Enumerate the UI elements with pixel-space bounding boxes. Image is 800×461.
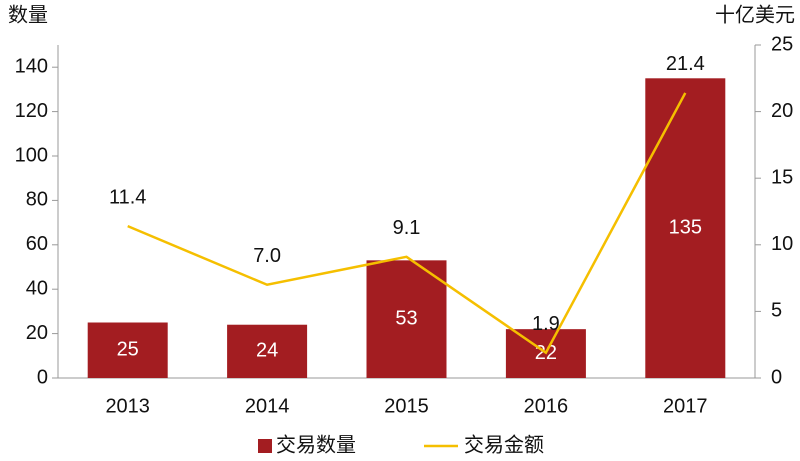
y-tick-label: 120 <box>15 100 48 122</box>
y-tick-label: 140 <box>15 55 48 77</box>
y-axis-title: 数量 <box>8 3 48 26</box>
line-value-label: 7.0 <box>253 245 281 267</box>
bar-value-label: 53 <box>395 307 417 329</box>
bar-value-label: 24 <box>256 340 278 362</box>
x-tick-label: 2016 <box>524 395 569 417</box>
bar <box>87 322 168 378</box>
line-value-label: 11.4 <box>109 186 146 208</box>
y2-tick-label: 25 <box>771 33 793 55</box>
y-tick-label: 60 <box>26 233 48 255</box>
y2-tick-label: 10 <box>771 233 793 255</box>
y-tick-label: 20 <box>26 322 48 344</box>
x-tick-label: 2013 <box>105 395 150 417</box>
x-tick-label: 2014 <box>245 395 290 417</box>
y-tick-label: 80 <box>26 189 48 211</box>
legend-label: 交易数量 <box>276 433 356 456</box>
y-tick-label: 0 <box>37 366 48 388</box>
line <box>127 92 687 355</box>
y2-axis-title: 十亿美元 <box>715 3 795 26</box>
y2-tick-label: 20 <box>771 100 793 122</box>
legend-swatch <box>258 439 272 453</box>
bar <box>645 78 726 379</box>
y-tick-label: 40 <box>26 277 48 299</box>
bar <box>366 260 447 378</box>
x-tick-label: 2017 <box>663 395 708 417</box>
line-value-label: 1.9 <box>532 313 560 335</box>
bar <box>227 324 308 378</box>
y-tick-label: 100 <box>15 144 48 166</box>
x-tick-label: 2015 <box>384 395 429 417</box>
bar-value-label: 25 <box>117 339 139 361</box>
y2-tick-label: 5 <box>771 300 782 322</box>
line-value-label: 9.1 <box>393 217 421 239</box>
legend-label: 交易金额 <box>464 433 544 456</box>
y2-tick-label: 15 <box>771 166 793 188</box>
y2-tick-label: 0 <box>771 366 782 388</box>
line-value-label: 21.4 <box>666 53 705 75</box>
bar-value-label: 135 <box>669 216 702 238</box>
